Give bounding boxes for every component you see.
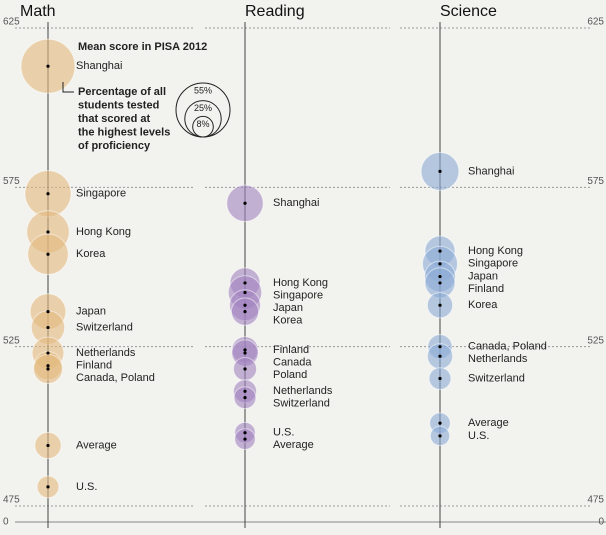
point-label: Switzerland (273, 398, 330, 410)
point-label: Hong Kong (76, 226, 131, 238)
point-dot (438, 169, 442, 173)
panel-title: Math (20, 3, 56, 20)
point-label: Hong Kong (468, 245, 523, 257)
point-dot (438, 434, 442, 438)
point-label: Singapore (76, 188, 126, 200)
point-label: Finland (273, 344, 309, 356)
point-label: Switzerland (468, 372, 525, 384)
point-dot (46, 230, 50, 234)
point-dot (243, 396, 247, 400)
size-legend-title: of proficiency (78, 140, 151, 152)
point-dot (243, 303, 247, 307)
panel-title: Reading (245, 3, 305, 20)
point-label: U.S. (273, 427, 294, 439)
y-tick-label: 525 (587, 335, 604, 346)
point-label: Japan (468, 270, 498, 282)
point-label: Netherlands (76, 347, 136, 359)
size-legend-title: the highest levels (78, 126, 170, 138)
legend-title: Mean score in PISA 2012 (78, 41, 207, 53)
point-dot (438, 281, 442, 285)
point-label: Korea (273, 314, 303, 326)
point-dot (46, 252, 50, 256)
point-dot (438, 262, 442, 266)
point-label: Singapore (468, 258, 518, 270)
point-label: U.S. (76, 481, 97, 493)
point-dot (243, 201, 247, 205)
point-dot (243, 348, 247, 352)
point-label: Finland (468, 283, 504, 295)
point-label: Shanghai (76, 60, 123, 72)
point-label: Singapore (273, 289, 323, 301)
point-dot (46, 351, 50, 355)
point-label: Shanghai (273, 197, 320, 209)
point-dot (46, 364, 50, 368)
y-tick-label: 475 (587, 495, 604, 506)
size-legend-label: 25% (194, 103, 212, 113)
y-break-label: 0 (3, 517, 9, 528)
point-dot (243, 310, 247, 314)
size-legend-circle (192, 115, 214, 138)
point-dot (243, 351, 247, 355)
point-label: Japan (273, 302, 303, 314)
y-tick-label: 625 (587, 17, 604, 28)
point-label: Korea (468, 299, 498, 311)
y-break-label: 0 (598, 517, 604, 528)
point-label: Netherlands (273, 385, 333, 397)
y-tick-label: 625 (3, 17, 20, 28)
point-label: Poland (273, 369, 307, 381)
point-dot (438, 249, 442, 253)
point-dot (438, 421, 442, 425)
y-tick-label: 575 (3, 176, 20, 187)
point-dot (243, 431, 247, 435)
point-label: Korea (76, 248, 106, 260)
point-label: Canada, Poland (76, 372, 155, 384)
point-dot (46, 64, 50, 68)
point-label: Average (468, 417, 509, 429)
size-legend-label: 8% (196, 119, 209, 129)
point-dot (438, 354, 442, 358)
point-dot (46, 367, 50, 371)
point-dot (243, 389, 247, 393)
y-tick-label: 475 (3, 495, 20, 506)
y-tick-label: 525 (3, 335, 20, 346)
size-legend-title: Percentage of all (78, 86, 166, 98)
point-label: Japan (76, 306, 106, 318)
legend-pointer (62, 82, 74, 93)
point-label: Canada, Poland (468, 341, 547, 353)
point-dot (438, 345, 442, 349)
point-dot (438, 274, 442, 279)
point-dot (438, 303, 442, 307)
point-label: Hong Kong (273, 277, 328, 289)
point-dot (243, 281, 247, 285)
point-label: Canada (273, 356, 312, 368)
point-dot (46, 310, 50, 314)
panel-title: Science (440, 3, 497, 20)
point-dot (243, 290, 247, 295)
size-legend-title: students tested (78, 99, 159, 111)
point-label: Switzerland (76, 321, 133, 333)
point-dot (438, 376, 442, 381)
point-label: Finland (76, 360, 112, 372)
point-label: Average (76, 439, 117, 451)
size-legend-title: that scored at (78, 113, 150, 125)
point-dot (46, 192, 50, 196)
y-tick-label: 575 (587, 176, 604, 187)
point-label: Netherlands (468, 353, 528, 365)
point-dot (243, 437, 247, 441)
size-legend-label: 55% (194, 85, 212, 95)
point-dot (46, 443, 50, 448)
point-label: U.S. (468, 430, 489, 442)
point-dot (46, 485, 50, 489)
point-dot (243, 367, 247, 371)
point-dot (46, 325, 50, 330)
point-label: Average (273, 439, 314, 451)
point-label: Shanghai (468, 165, 515, 177)
